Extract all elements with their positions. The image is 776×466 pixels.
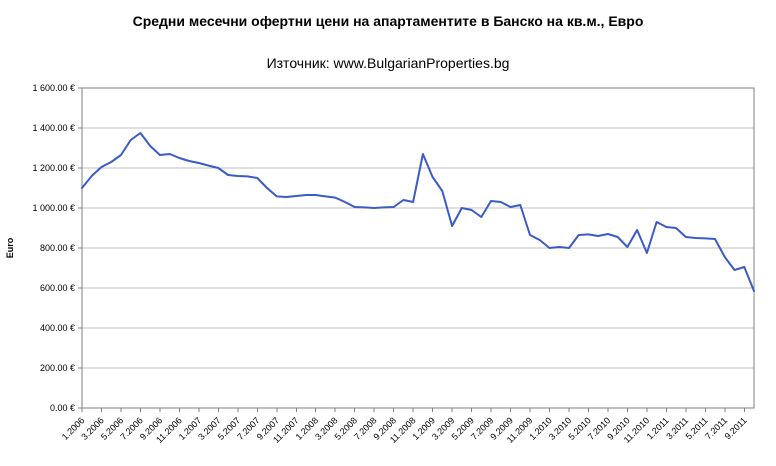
svg-text:0.00 €: 0.00 € [50, 403, 75, 413]
svg-text:1 400.00 €: 1 400.00 € [32, 123, 75, 133]
plot-border [81, 87, 755, 409]
svg-text:9.2011: 9.2011 [723, 415, 749, 441]
price-line-chart: 0.00 € 200.00 € 400.00 € 600.00 € 800.00 € 1 … [5, 83, 755, 445]
chart-source: Източник: www.BulgarianProperties.bg [266, 55, 510, 71]
svg-text:400.00 €: 400.00 € [40, 323, 75, 333]
price-line [81, 132, 755, 292]
svg-text:200.00 €: 200.00 € [40, 363, 75, 373]
svg-text:600.00 €: 600.00 € [40, 283, 75, 293]
gridlines-group [82, 87, 754, 369]
x-axis-labels: 1.20063.20065.20067.20069.200611.20061.2… [60, 408, 749, 445]
svg-text:1 000.00 €: 1 000.00 € [32, 203, 75, 213]
svg-text:1 200.00 €: 1 200.00 € [32, 163, 75, 173]
chart-title: Средни месечни офертни цени на апартамен… [132, 13, 644, 29]
svg-text:1 600.00 €: 1 600.00 € [32, 83, 75, 93]
y-axis-title: Euro [5, 237, 15, 258]
y-axis-labels: 0.00 € 200.00 € 400.00 € 600.00 € 800.00 € 1 … [32, 83, 82, 413]
svg-text:Euro: Euro [5, 237, 15, 258]
svg-text:800.00 €: 800.00 € [40, 243, 75, 253]
